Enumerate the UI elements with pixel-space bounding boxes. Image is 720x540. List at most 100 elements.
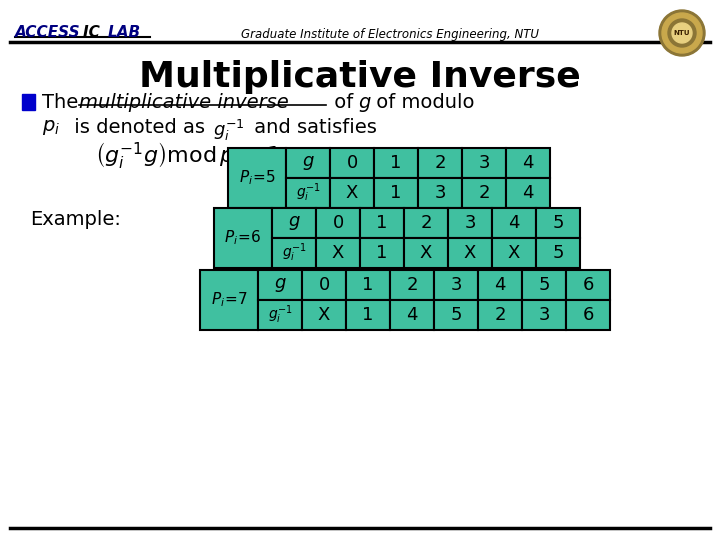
Bar (272, 208, 316, 238)
Text: 0: 0 (333, 214, 343, 232)
Bar (506, 148, 550, 178)
Bar (286, 178, 330, 208)
Text: 4: 4 (508, 214, 520, 232)
Bar (346, 300, 390, 330)
Text: 3: 3 (539, 306, 550, 324)
Text: 2: 2 (478, 184, 490, 202)
Text: is denoted as: is denoted as (68, 118, 211, 137)
Circle shape (662, 13, 702, 53)
Text: 1: 1 (390, 154, 402, 172)
Text: 1: 1 (390, 184, 402, 202)
Text: $\left(g_i^{-1}g\right)\mathrm{mod}\, p_i = 1$: $\left(g_i^{-1}g\right)\mathrm{mod}\, p_… (95, 140, 280, 171)
Text: X: X (318, 306, 330, 324)
Text: 4: 4 (522, 184, 534, 202)
Bar (536, 208, 580, 238)
Bar (522, 300, 566, 330)
Text: $g_i^{-1}$: $g_i^{-1}$ (213, 118, 245, 143)
Bar (448, 208, 492, 238)
Text: X: X (346, 184, 358, 202)
Bar (506, 178, 550, 208)
Text: multiplicative inverse: multiplicative inverse (79, 93, 289, 112)
Bar (214, 208, 272, 268)
Text: 4: 4 (406, 306, 418, 324)
Circle shape (672, 23, 692, 43)
Bar (258, 270, 302, 300)
Bar (346, 270, 390, 300)
Bar (566, 270, 610, 300)
Bar (374, 148, 418, 178)
Text: $g_i^{-1}$: $g_i^{-1}$ (296, 181, 320, 204)
Text: $p_i$: $p_i$ (42, 118, 60, 137)
Text: $P_i\!=\!5$: $P_i\!=\!5$ (238, 168, 275, 187)
Bar (566, 300, 610, 330)
Text: $g$: $g$ (287, 214, 300, 232)
Text: of modulo: of modulo (370, 93, 474, 112)
Bar (258, 300, 302, 330)
Bar (374, 178, 418, 208)
Text: and satisfies: and satisfies (248, 118, 377, 137)
Bar (390, 270, 434, 300)
Text: 3: 3 (450, 276, 462, 294)
Bar (360, 208, 404, 238)
Bar (462, 178, 506, 208)
Text: $g$: $g$ (274, 276, 287, 294)
Bar (272, 238, 316, 268)
Text: 1: 1 (362, 306, 374, 324)
Bar (478, 300, 522, 330)
Bar (22, 94, 35, 110)
Text: 1: 1 (362, 276, 374, 294)
Bar (434, 270, 478, 300)
Text: NTU: NTU (674, 30, 690, 36)
Text: The: The (42, 93, 84, 112)
Bar (302, 270, 346, 300)
Bar (404, 208, 448, 238)
Text: X: X (420, 244, 432, 262)
Text: Graduate Institute of Electronics Engineering, NTU: Graduate Institute of Electronics Engine… (241, 28, 539, 41)
Text: $P_i\!=\!6$: $P_i\!=\!6$ (225, 228, 261, 247)
Bar (434, 300, 478, 330)
Text: of: of (328, 93, 359, 112)
Text: X: X (464, 244, 476, 262)
Bar (536, 238, 580, 268)
Text: Multiplicative Inverse: Multiplicative Inverse (139, 60, 581, 94)
Text: $P_i\!=\!7$: $P_i\!=\!7$ (211, 291, 248, 309)
Text: Example:: Example: (30, 210, 121, 229)
Bar (492, 208, 536, 238)
Bar (228, 148, 286, 208)
Text: 6: 6 (582, 276, 594, 294)
Text: 5: 5 (552, 244, 564, 262)
Circle shape (668, 19, 696, 47)
Bar (390, 300, 434, 330)
Bar (492, 238, 536, 268)
Text: 6: 6 (582, 306, 594, 324)
Text: 1: 1 (377, 214, 387, 232)
Bar (418, 148, 462, 178)
Text: ACCESS: ACCESS (15, 25, 81, 40)
Text: 2: 2 (406, 276, 418, 294)
Text: 1: 1 (377, 244, 387, 262)
Text: 4: 4 (494, 276, 505, 294)
Text: $g$: $g$ (302, 154, 315, 172)
Text: 2: 2 (420, 214, 432, 232)
Text: X: X (332, 244, 344, 262)
Bar (360, 238, 404, 268)
Text: 3: 3 (464, 214, 476, 232)
Text: 4: 4 (522, 154, 534, 172)
Text: $g_i^{-1}$: $g_i^{-1}$ (282, 242, 307, 264)
Bar (462, 148, 506, 178)
Bar (404, 238, 448, 268)
Text: 0: 0 (318, 276, 330, 294)
Bar (448, 238, 492, 268)
Text: 5: 5 (552, 214, 564, 232)
Text: 0: 0 (346, 154, 358, 172)
Text: 3: 3 (478, 154, 490, 172)
Text: 3: 3 (434, 184, 446, 202)
Text: IC: IC (83, 25, 105, 40)
Text: 2: 2 (494, 306, 505, 324)
Bar (316, 208, 360, 238)
Text: X: X (508, 244, 520, 262)
Bar (302, 300, 346, 330)
Bar (478, 270, 522, 300)
Text: 5: 5 (450, 306, 462, 324)
Bar (330, 178, 374, 208)
